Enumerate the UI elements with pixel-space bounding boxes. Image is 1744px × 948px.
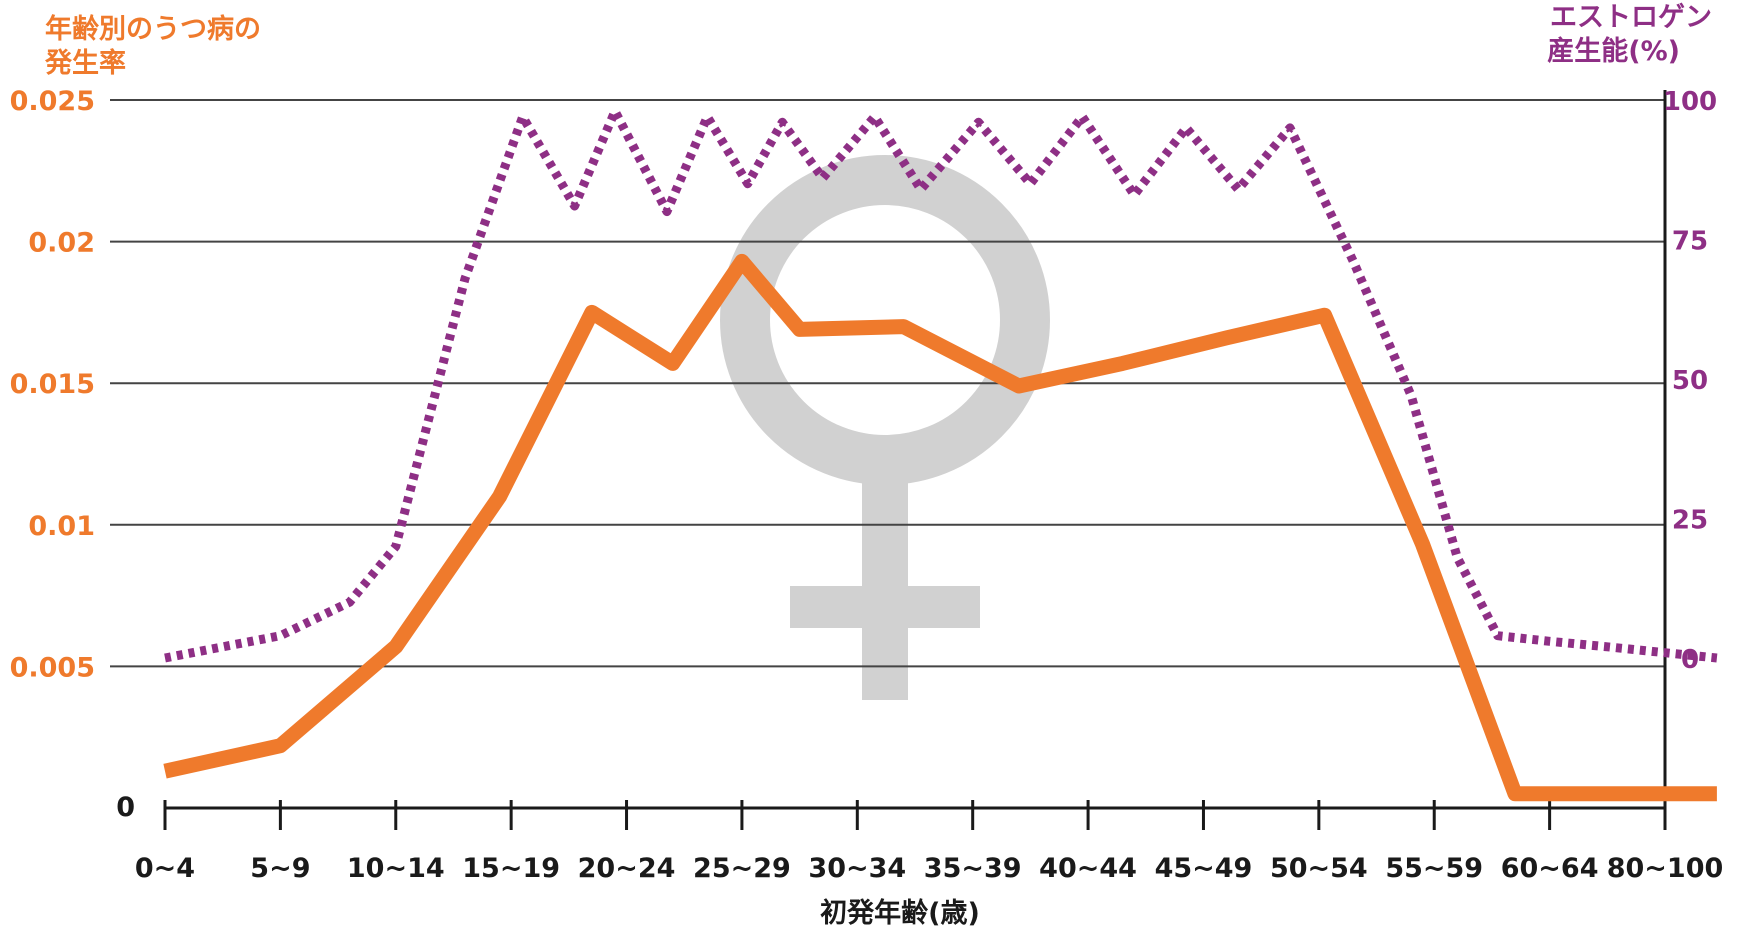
left-axis-ticks: 0 0.005 0.01 0.015 0.02 0.025	[10, 86, 135, 823]
estrogen-series-line	[164, 106, 1718, 663]
left-tick-label: 0.025	[10, 86, 95, 117]
x-tick-label: 35~39	[924, 853, 1022, 884]
female-symbol-icon	[720, 155, 1050, 700]
left-axis-title-line1: 年齢別のうつ病の	[45, 13, 261, 45]
left-tick-label: 0.015	[10, 369, 95, 400]
x-tick-label: 15~19	[462, 853, 560, 884]
right-tick-label: 0	[1681, 645, 1699, 675]
left-tick-label: 0.02	[28, 228, 95, 259]
x-tick-label: 60~64	[1501, 853, 1599, 884]
right-tick-label: 100	[1663, 87, 1717, 117]
depression-series-line	[163, 253, 1717, 802]
x-tick-label: 50~54	[1270, 853, 1368, 884]
x-tick-label: 5~9	[250, 853, 310, 884]
x-axis-label: 初発年齢(歳)	[820, 897, 980, 929]
right-axis-ticks: 0 25 50 75 100	[1663, 87, 1717, 675]
left-tick-label: 0	[116, 792, 135, 823]
left-tick-label: 0.01	[28, 511, 95, 542]
right-tick-label: 75	[1672, 227, 1708, 257]
left-axis-title: 年齢別のうつ病の 発生率	[44, 13, 261, 79]
left-tick-label: 0.005	[10, 652, 95, 683]
x-tick-label: 45~49	[1155, 853, 1253, 884]
x-tick-label: 80~100	[1607, 853, 1724, 884]
x-tick-label: 25~29	[693, 853, 791, 884]
right-tick-label: 25	[1672, 506, 1708, 536]
x-tick-label: 40~44	[1039, 853, 1137, 884]
grid-lines	[110, 99, 1665, 668]
x-tick-label: 0~4	[135, 853, 195, 884]
x-tick-label: 10~14	[347, 853, 445, 884]
right-tick-label: 50	[1672, 366, 1708, 396]
x-tick-label: 55~59	[1385, 853, 1483, 884]
female-symbol-bar	[790, 586, 980, 628]
x-tick-label: 30~34	[808, 853, 906, 884]
female-symbol-ring	[720, 155, 1050, 485]
right-axis-title-line1: エストロゲン	[1550, 2, 1712, 33]
x-axis-ticks: 0~4 5~9 10~14 15~19 20~24 25~29 30~34 35~39 40~4…	[135, 800, 1723, 884]
x-tick-label: 20~24	[578, 853, 676, 884]
right-axis-title-line2: 産生能(%)	[1547, 35, 1680, 67]
right-axis-title: エストロゲン 産生能(%)	[1547, 2, 1712, 67]
left-axis-title-line2: 発生率	[44, 47, 126, 79]
axes	[165, 90, 1667, 810]
series-lines	[163, 106, 1718, 802]
female-symbol-stem	[862, 468, 908, 700]
